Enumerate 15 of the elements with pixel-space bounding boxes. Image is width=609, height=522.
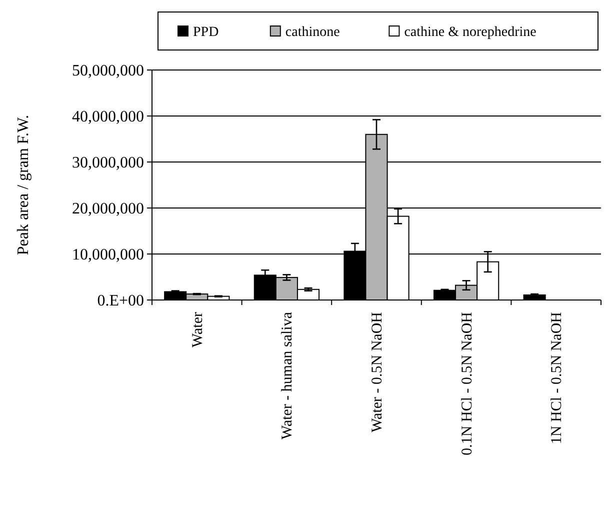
y-tick-label: 40,000,000 — [72, 108, 144, 126]
x-tick-label: Water - human saliva — [280, 312, 296, 440]
x-tick-label: 0.1N HCl - 0.5N NaOH — [459, 312, 476, 456]
x-tick-label: Water - 0.5N NaOH — [370, 312, 386, 432]
y-tick-label: 0.E+00 — [97, 292, 144, 310]
x-tick-label: 1N HCl - 0.5N NaOH — [549, 312, 566, 444]
legend-label: PPD — [193, 25, 219, 40]
y-tick-label: 10,000,000 — [72, 246, 144, 264]
legend-label: cathinone — [285, 25, 340, 40]
y-axis-title: Peak area / gram F.W. — [15, 114, 32, 256]
y-tick-label: 30,000,000 — [72, 154, 144, 172]
y-tick-label: 50,000,000 — [72, 62, 144, 80]
x-tick-label: Water — [190, 312, 206, 348]
y-tick-label: 20,000,000 — [72, 200, 144, 218]
legend-label: cathine & norephedrine — [404, 25, 536, 40]
